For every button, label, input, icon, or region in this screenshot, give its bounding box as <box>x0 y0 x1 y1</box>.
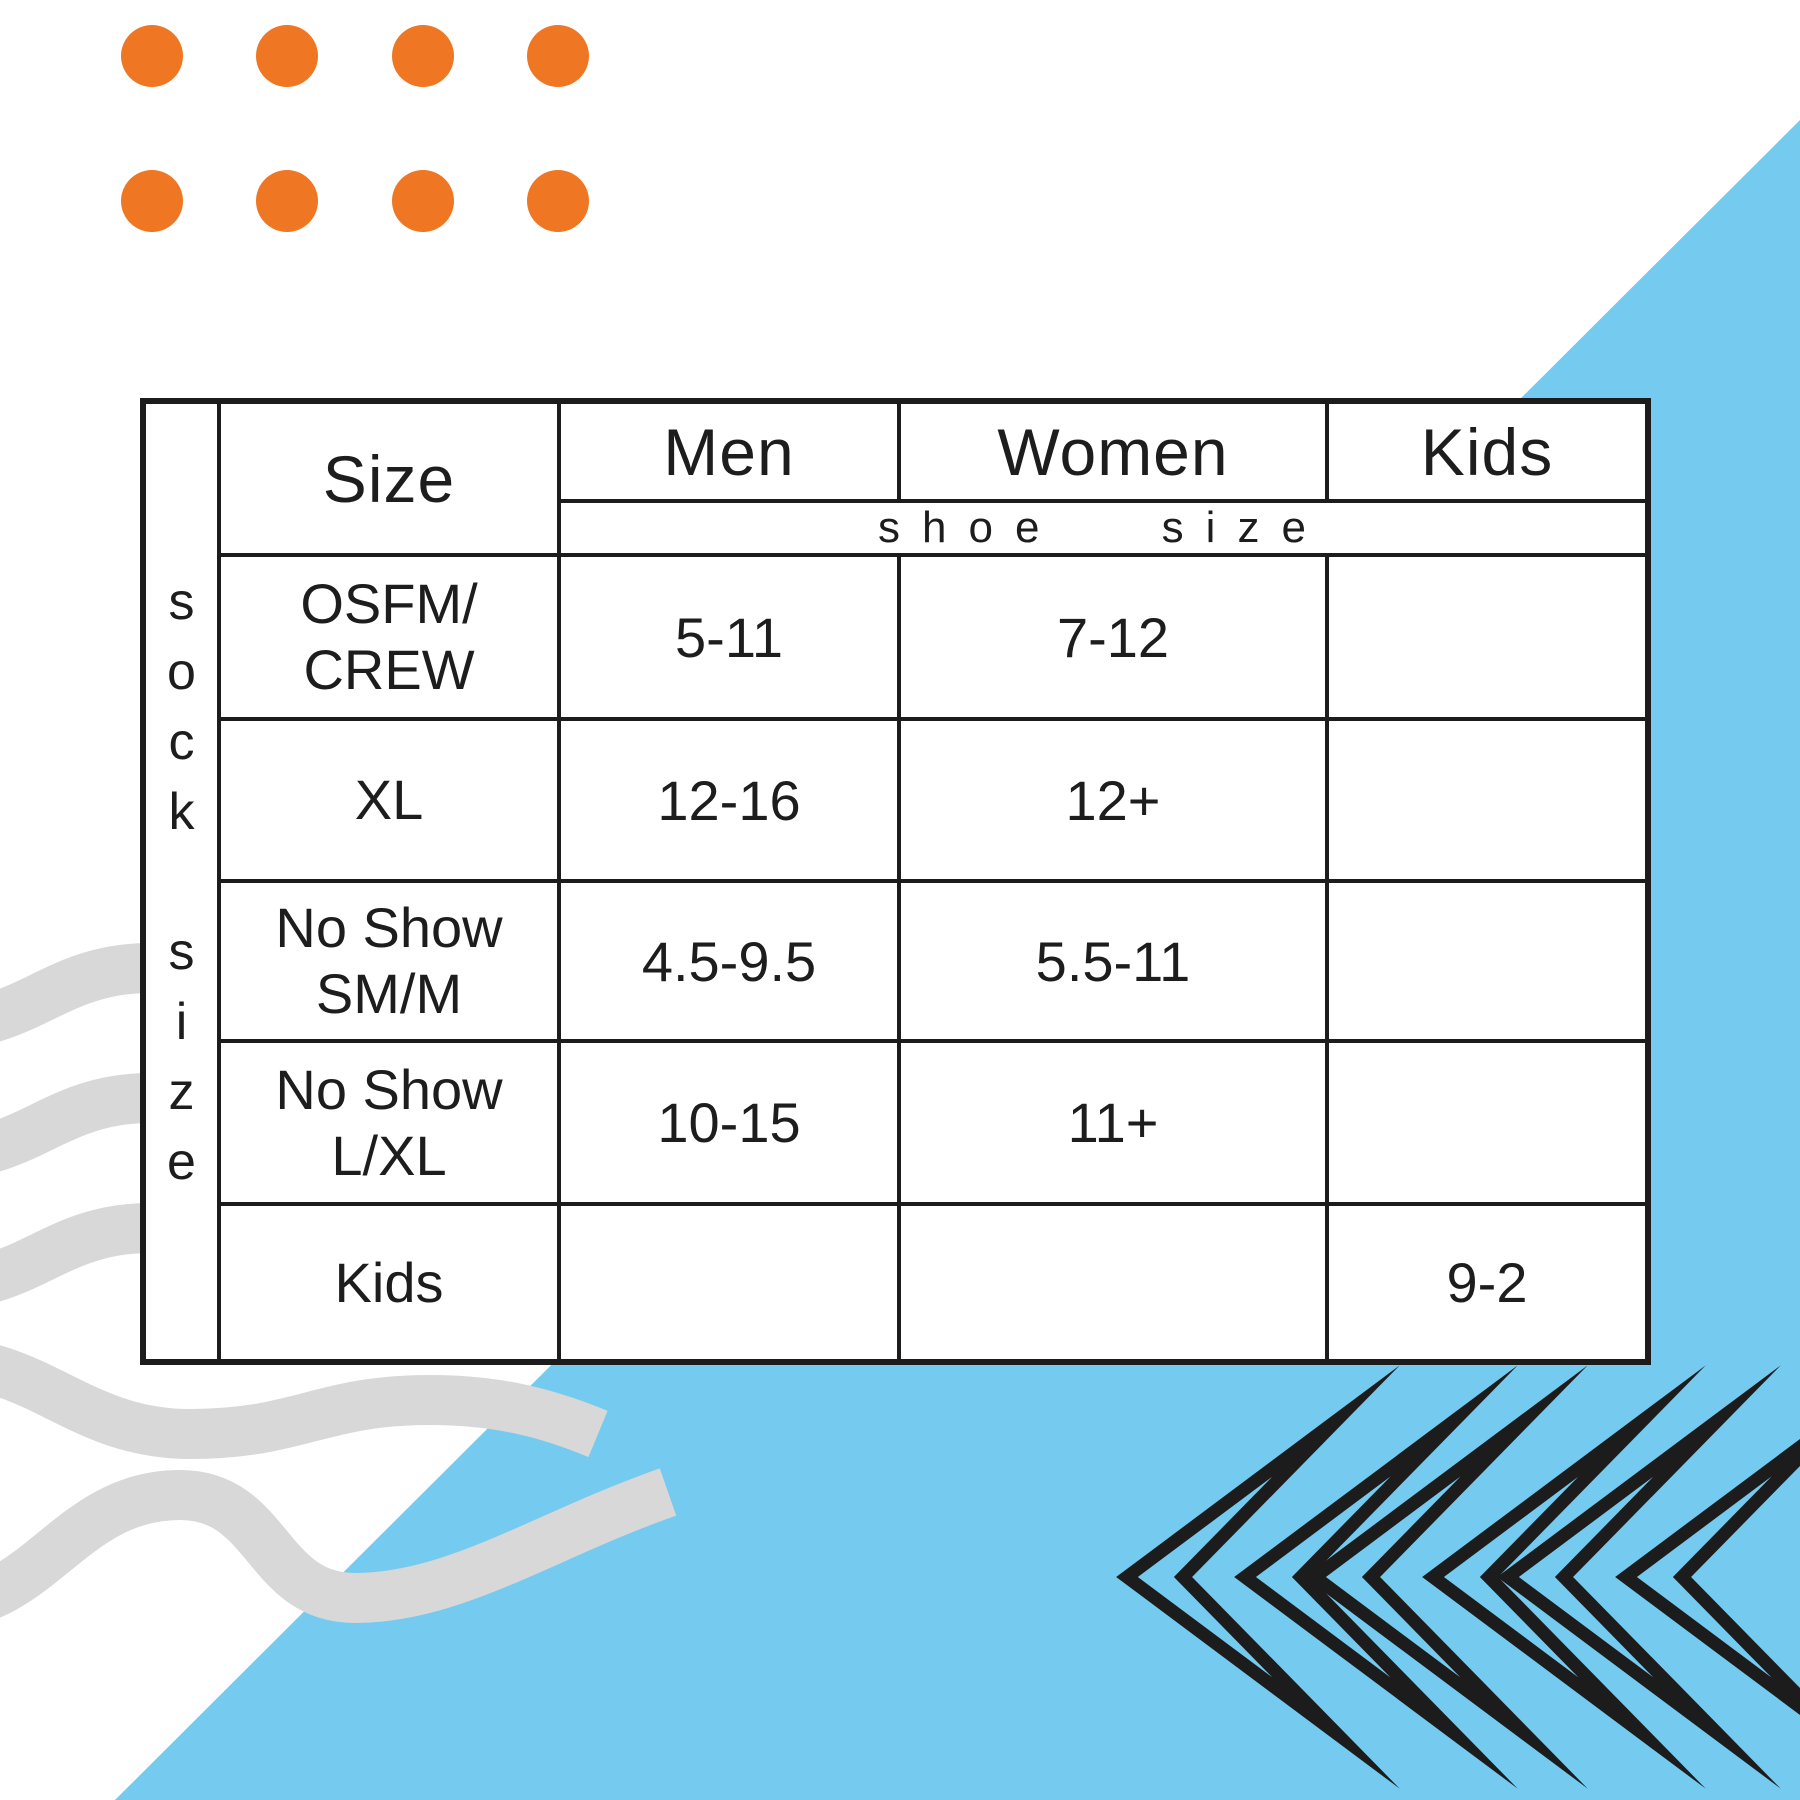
table-row: OSFM/ CREW 5-11 7-12 <box>143 553 1650 721</box>
chevron-band <box>1116 1365 1400 1789</box>
chevron-left-icons <box>1116 1365 1800 1789</box>
women-value: 12+ <box>897 717 1329 883</box>
kids-value <box>1325 553 1650 721</box>
table-row: XL 12-16 12+ <box>143 717 1650 883</box>
dot-grid <box>121 25 589 232</box>
dot <box>392 25 454 87</box>
dot <box>121 25 183 87</box>
wave-stripe-4 <box>0 1345 608 1460</box>
dot <box>527 25 589 87</box>
sock-size-axis-label: s o c k s i z e <box>167 572 196 1191</box>
men-value: 10-15 <box>557 1039 901 1206</box>
men-value: 4.5-9.5 <box>557 879 901 1043</box>
chevron-band <box>1234 1365 1518 1789</box>
column-header-men: Men <box>557 399 901 503</box>
chevron-band <box>1497 1365 1781 1789</box>
table-header-row: s o c k s i z e Size Men Women Kids <box>141 399 1650 1364</box>
row-label-xl: XL <box>217 717 561 883</box>
sock-size-axis-cell: s o c k s i z e <box>141 399 221 1364</box>
column-header-kids: Kids <box>1325 399 1650 503</box>
row-label-osfm-crew: OSFM/ CREW <box>217 553 561 721</box>
men-value: 12-16 <box>557 717 901 883</box>
chevron-band <box>1615 1439 1800 1715</box>
row-label-no-show-l-xl: No Show L/XL <box>217 1039 561 1206</box>
sock-size-chart-table: s o c k s i z e Size Men Women Kids shoe… <box>140 398 1651 1365</box>
kids-value <box>1325 1039 1650 1206</box>
dot <box>392 170 454 232</box>
table-subheader-row: shoe size <box>143 499 1650 557</box>
table-row: Kids 9-2 <box>143 1202 1650 1364</box>
row-label-no-show-sm-m: No Show SM/M <box>217 879 561 1043</box>
chevron-band <box>1422 1365 1706 1789</box>
men-value: 5-11 <box>557 553 901 721</box>
table-row: No Show L/XL 10-15 11+ <box>143 1039 1650 1206</box>
chevron-band <box>1304 1365 1588 1789</box>
kids-value <box>1325 717 1650 883</box>
wave-stripe-5 <box>0 1468 677 1624</box>
kids-value: 9-2 <box>1325 1202 1650 1364</box>
row-label-kids: Kids <box>217 1202 561 1364</box>
women-value: 11+ <box>897 1039 1329 1206</box>
men-value <box>557 1202 901 1364</box>
dot <box>256 170 318 232</box>
dot <box>527 170 589 232</box>
kids-value <box>1325 879 1650 1043</box>
dot <box>121 170 183 232</box>
women-value: 7-12 <box>897 553 1329 721</box>
women-value <box>897 1202 1329 1364</box>
dot <box>256 25 318 87</box>
shoe-size-group-label: shoe size <box>557 499 1650 557</box>
women-value: 5.5-11 <box>897 879 1329 1043</box>
column-header-size: Size <box>217 399 561 557</box>
column-header-women: Women <box>897 399 1329 503</box>
table-row: No Show SM/M 4.5-9.5 5.5-11 <box>143 879 1650 1043</box>
